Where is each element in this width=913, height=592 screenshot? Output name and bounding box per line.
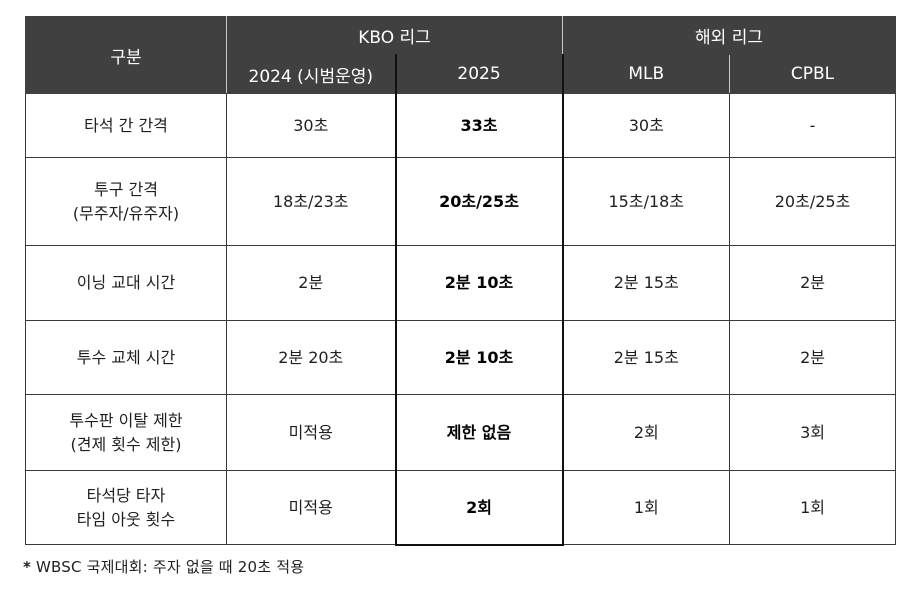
cell-cpbl: 20초/25초 — [729, 157, 897, 246]
header-category: 구분 — [25, 16, 227, 94]
cell-2024: 미적용 — [226, 394, 396, 471]
cell-2025: 2분 10초 — [394, 320, 564, 395]
table-row: 타석당 타자 타임 아웃 횟수 미적용 2회 1회 1회 — [25, 470, 897, 546]
cell-mlb: 2회 — [562, 394, 731, 471]
table-row: 이닝 교대 시간 2분 2분 10초 2분 15초 2분 — [25, 245, 897, 321]
row-label: 투구 간격 (무주자/유주자) — [25, 157, 227, 246]
cell-mlb: 30초 — [562, 93, 731, 158]
table-header: 구분 KBO 리그 해외 리그 2024 (시범운영) 2025 MLB CPB… — [25, 16, 897, 94]
cell-cpbl: - — [729, 93, 897, 158]
cell-mlb: 2분 15초 — [562, 320, 731, 395]
footnote-text: WBSC 국제대회: 주자 없을 때 20초 적용 — [36, 558, 305, 576]
table-row: 투구 간격 (무주자/유주자) 18초/23초 20초/25초 15초/18초 2… — [25, 157, 897, 246]
cell-cpbl: 3회 — [729, 394, 897, 471]
table-row: 타석 간 간격 30초 33초 30초 - — [25, 93, 897, 158]
cell-2025: 33초 — [394, 93, 564, 158]
cell-2025: 2회 — [394, 470, 564, 546]
cell-2025: 20초/25초 — [394, 157, 564, 246]
row-label: 타석당 타자 타임 아웃 횟수 — [25, 470, 227, 545]
header-col-mlb: MLB — [562, 54, 731, 94]
cell-mlb: 2분 15초 — [562, 245, 731, 321]
table-row: 투수판 이탈 제한 (견제 횟수 제한) 미적용 제한 없음 2회 3회 — [25, 394, 897, 471]
table-row: 투수 교체 시간 2분 20초 2분 10초 2분 15초 2분 — [25, 320, 897, 395]
cell-2025: 제한 없음 — [394, 394, 564, 471]
cell-2024: 30초 — [226, 93, 396, 158]
cell-mlb: 1회 — [562, 470, 731, 545]
header-col-2024: 2024 (시범운영) — [226, 54, 396, 94]
cell-2024: 2분 20초 — [226, 320, 396, 395]
row-label: 타석 간 간격 — [25, 93, 227, 158]
cell-cpbl: 1회 — [729, 470, 897, 545]
cell-cpbl: 2분 — [729, 320, 897, 395]
row-label: 투수 교체 시간 — [25, 320, 227, 395]
cell-cpbl: 2분 — [729, 245, 897, 321]
cell-2024: 미적용 — [226, 470, 396, 545]
footnote: * WBSC 국제대회: 주자 없을 때 20초 적용 — [23, 556, 304, 577]
cell-2025: 2분 10초 — [394, 245, 564, 321]
header-col-2025: 2025 — [394, 54, 564, 94]
row-label: 투수판 이탈 제한 (견제 횟수 제한) — [25, 394, 227, 471]
comparison-table: 구분 KBO 리그 해외 리그 2024 (시범운영) 2025 MLB CPB… — [25, 16, 897, 546]
table-body: 타석 간 간격 30초 33초 30초 - 투구 간격 (무주자/유주자) 18초… — [25, 93, 897, 546]
footnote-marker: * — [23, 558, 32, 576]
header-group-overseas: 해외 리그 — [562, 16, 897, 55]
header-col-cpbl: CPBL — [729, 54, 897, 94]
cell-2024: 18초/23초 — [226, 157, 396, 246]
cell-mlb: 15초/18초 — [562, 157, 731, 246]
row-label: 이닝 교대 시간 — [25, 245, 227, 321]
header-group-kbo: KBO 리그 — [225, 16, 564, 55]
cell-2024: 2분 — [226, 245, 396, 321]
